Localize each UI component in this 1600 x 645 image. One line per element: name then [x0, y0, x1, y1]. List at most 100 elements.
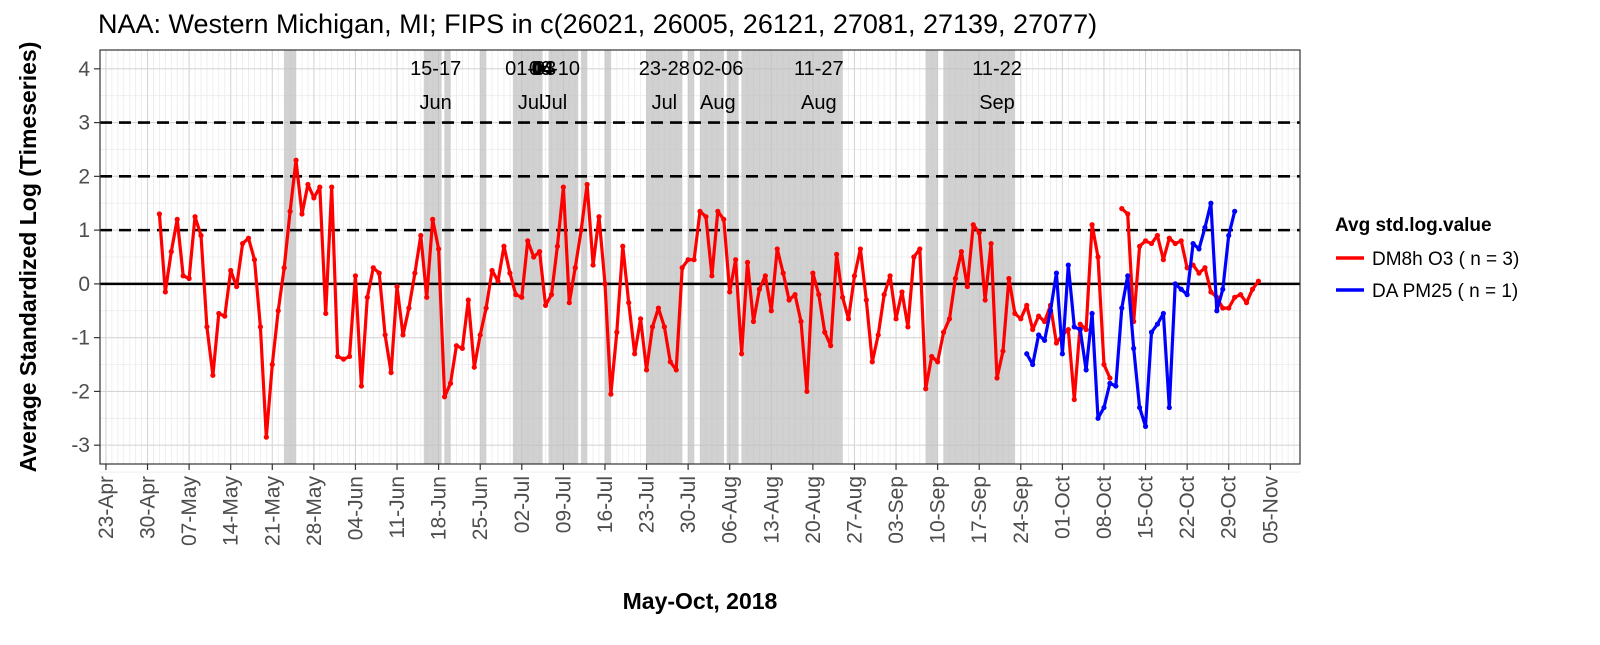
data-point-dm8h-o3: [537, 249, 543, 255]
shaded-period: [688, 50, 695, 464]
data-point-dm8h-o3: [929, 353, 935, 360]
data-point-dm8h-o3: [465, 297, 471, 303]
shaded-period: [512, 50, 543, 464]
data-point-dm8h-o3: [329, 184, 335, 190]
data-point-da-pm25: [1214, 308, 1220, 314]
data-point-dm8h-o3: [1119, 206, 1125, 212]
data-point-dm8h-o3: [584, 181, 590, 188]
data-point-da-pm25: [1148, 329, 1155, 335]
data-point-dm8h-o3: [548, 292, 555, 298]
data-point-da-pm25: [1208, 200, 1214, 206]
shaded-period: [741, 50, 843, 464]
data-point-dm8h-o3: [637, 316, 644, 322]
data-point-dm8h-o3: [1178, 238, 1184, 244]
data-point-dm8h-o3: [406, 305, 412, 311]
data-point-dm8h-o3: [839, 294, 846, 300]
data-point-dm8h-o3: [750, 318, 757, 325]
data-point-da-pm25: [1184, 292, 1190, 298]
data-point-da-pm25: [1137, 404, 1143, 411]
data-point-dm8h-o3: [1107, 375, 1113, 381]
shaded-period: [423, 50, 442, 464]
data-point-dm8h-o3: [1012, 310, 1018, 317]
data-point-dm8h-o3: [715, 208, 721, 214]
x-tick-label: 23-Apr: [95, 476, 118, 539]
y-tick-label: 1: [78, 219, 90, 242]
data-point-dm8h-o3: [804, 388, 810, 395]
x-tick-label: 21-May: [261, 476, 284, 547]
data-point-dm8h-o3: [352, 273, 359, 279]
data-point-da-pm25: [1172, 281, 1178, 287]
data-point-dm8h-o3: [685, 257, 691, 263]
data-point-dm8h-o3: [305, 181, 311, 188]
data-point-dm8h-o3: [1030, 326, 1036, 333]
data-point-da-pm25: [1202, 224, 1208, 231]
data-point-dm8h-o3: [566, 300, 572, 306]
data-point-dm8h-o3: [887, 273, 893, 279]
data-point-da-pm25: [1083, 367, 1089, 373]
data-point-dm8h-o3: [1036, 313, 1042, 319]
data-point-dm8h-o3: [311, 195, 317, 201]
x-tick-label: 09-Jul: [552, 476, 575, 533]
data-point-dm8h-o3: [572, 265, 578, 271]
data-point-dm8h-o3: [507, 270, 513, 276]
shaded-period: [925, 50, 938, 464]
data-point-da-pm25: [1220, 286, 1226, 292]
data-point-da-pm25: [1065, 262, 1071, 268]
event-label-dates: 15-17: [410, 58, 461, 80]
data-point-dm8h-o3: [412, 270, 418, 276]
x-tick-label: 27-Aug: [843, 476, 866, 544]
data-point-dm8h-o3: [940, 329, 947, 335]
event-label-dates: 02-06: [692, 58, 743, 80]
data-point-dm8h-o3: [424, 294, 430, 300]
data-point-dm8h-o3: [816, 292, 822, 298]
data-point-da-pm25: [1196, 246, 1202, 252]
event-label-overlap: 04: [531, 58, 554, 80]
x-tick-label: 25-Jun: [469, 476, 492, 540]
y-tick-label: 0: [78, 273, 90, 296]
data-point-dm8h-o3: [346, 353, 353, 360]
y-axis: -3 -2 -1 0 1 2 3 4: [71, 58, 100, 457]
data-point-dm8h-o3: [703, 214, 709, 220]
data-point-dm8h-o3: [436, 246, 442, 252]
data-point-da-pm25: [1226, 232, 1232, 239]
x-axis: 23-Apr 30-Apr 07-May 14-May 21-May 28-May 04-J…: [95, 464, 1282, 546]
data-point-dm8h-o3: [733, 257, 739, 263]
data-point-dm8h-o3: [441, 394, 448, 400]
data-point-dm8h-o3: [447, 380, 454, 386]
data-point-dm8h-o3: [1249, 286, 1256, 292]
data-point-dm8h-o3: [156, 211, 163, 217]
data-point-dm8h-o3: [293, 157, 299, 163]
data-point-dm8h-o3: [798, 318, 804, 325]
data-point-dm8h-o3: [851, 273, 858, 279]
y-tick-label: -2: [71, 380, 90, 403]
data-point-dm8h-o3: [323, 310, 329, 317]
data-point-dm8h-o3: [834, 251, 840, 257]
data-point-da-pm25: [1125, 273, 1131, 279]
plot-panel-border: [99, 49, 1301, 465]
data-point-dm8h-o3: [946, 316, 953, 322]
data-point-dm8h-o3: [1083, 326, 1089, 333]
data-point-dm8h-o3: [875, 332, 881, 338]
data-point-dm8h-o3: [828, 343, 834, 349]
data-point-dm8h-o3: [982, 297, 988, 303]
data-point-dm8h-o3: [1148, 240, 1155, 247]
data-point-da-pm25: [1059, 351, 1065, 357]
data-point-dm8h-o3: [1077, 321, 1083, 327]
event-label-dates: 11-27: [794, 58, 844, 80]
x-tick-label: 30-Apr: [137, 476, 160, 539]
data-point-dm8h-o3: [935, 359, 941, 365]
data-point-dm8h-o3: [1160, 257, 1166, 263]
shaded-period: [480, 50, 487, 464]
data-point-da-pm25: [1190, 240, 1196, 247]
data-point-dm8h-o3: [923, 386, 929, 392]
y-tick-label: 2: [78, 165, 90, 188]
data-point-dm8h-o3: [245, 235, 252, 241]
data-point-dm8h-o3: [257, 324, 263, 330]
data-point-dm8h-o3: [964, 283, 970, 290]
data-point-dm8h-o3: [958, 249, 964, 255]
data-point-dm8h-o3: [1166, 235, 1172, 241]
x-tick-label: 03-Sep: [885, 476, 908, 544]
data-point-dm8h-o3: [210, 372, 216, 378]
data-series: [156, 157, 1262, 440]
x-tick-label: 18-Jun: [428, 476, 451, 540]
